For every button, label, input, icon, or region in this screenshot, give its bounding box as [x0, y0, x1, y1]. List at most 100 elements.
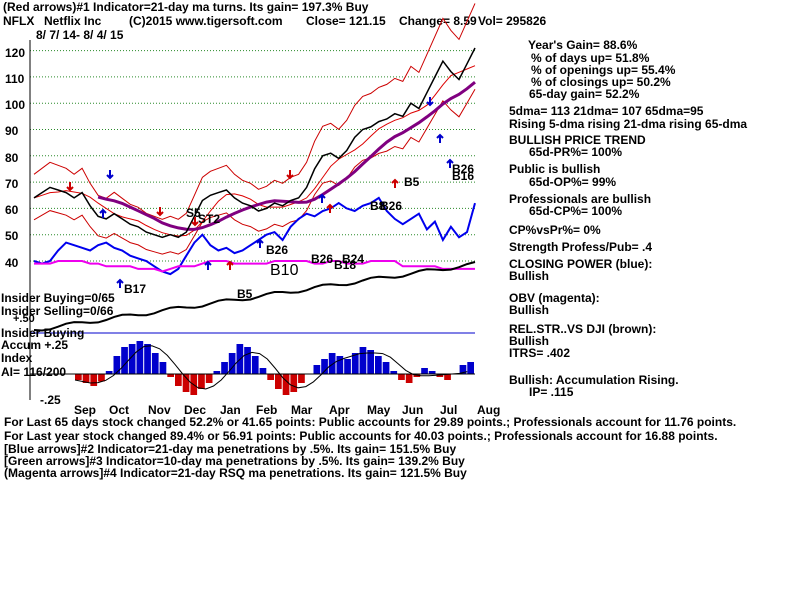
ma65-line — [97, 81, 476, 231]
accum-bar — [144, 344, 151, 374]
accum-bar — [390, 371, 398, 374]
accum-bar — [113, 356, 121, 374]
rel-strength-value: Bullish — [509, 334, 550, 348]
accum-bar — [298, 374, 305, 383]
accum-bar — [221, 362, 228, 374]
signal-label: ST2 — [198, 212, 221, 226]
accum-bar — [105, 371, 113, 374]
volume-value: Vol= 295826 — [478, 14, 547, 28]
signal-arrow-down — [156, 207, 164, 217]
y-tick-label: 110 — [5, 72, 25, 86]
accum-bar — [313, 365, 321, 374]
rel-strength-title: REL.STR..VS DJI (brown): — [509, 322, 657, 336]
accum-bar — [351, 353, 359, 374]
years-gain: Year's Gain= 88.6% — [528, 38, 638, 52]
cp-vs-pr: CP%vsPr%= 0% — [509, 223, 601, 237]
trend-title: BULLISH PRICE TREND — [509, 133, 646, 147]
accum-bar — [121, 347, 128, 374]
ticker: NFLX — [3, 14, 35, 28]
signal-label: B8 — [370, 199, 386, 213]
accum-bar — [321, 359, 328, 374]
accum-bar — [182, 374, 190, 392]
accum-bar — [336, 356, 344, 374]
month-label: Jun — [402, 403, 424, 417]
accum-bar — [282, 374, 290, 395]
accum-bar — [436, 374, 444, 377]
series-line-obv — [34, 260, 475, 273]
date-range: 8/ 7/ 14- 8/ 4/ 15 — [36, 28, 124, 42]
accum-bar — [90, 374, 98, 386]
accum-bar — [228, 353, 236, 374]
signal-label: B5 — [237, 287, 253, 301]
signal-arrow-down — [66, 182, 74, 192]
signal-label: B17 — [124, 282, 147, 296]
accum-bar — [82, 374, 90, 383]
plus-50-label: +.50 — [13, 313, 35, 325]
company-name: Netflix Inc — [44, 14, 102, 28]
rising-mas: Rising 5-dma rising 21-dma rising 65-dma — [509, 117, 748, 131]
accum-bar — [359, 347, 367, 374]
accum-bar — [213, 371, 221, 374]
accum-bar — [367, 350, 374, 374]
accum-bar — [375, 356, 382, 374]
month-label: Jul — [440, 403, 458, 417]
signal-arrow-up — [318, 193, 326, 203]
pros-title: Professionals are bullish — [509, 192, 652, 206]
change-value: Change= 8.59 — [399, 14, 477, 28]
minus-25-label: -.25 — [40, 393, 61, 407]
signal-arrow-down — [426, 97, 434, 107]
accum-bar — [275, 374, 282, 389]
month-label: Aug — [477, 403, 501, 417]
month-label: May — [367, 403, 391, 417]
signal-arrow-down — [106, 170, 114, 180]
y-tick-label: 80 — [5, 151, 19, 165]
signal-arrow-up — [436, 133, 444, 143]
insider-buying-label: Insider Buying — [1, 326, 85, 340]
signal-arrow-up — [446, 158, 454, 168]
accum-bar — [290, 374, 298, 392]
accum-bar — [344, 359, 351, 374]
signal-label: B26 — [311, 252, 334, 266]
ma21-line — [33, 65, 476, 237]
accum-bar — [159, 362, 167, 374]
signal-arrow-up — [99, 208, 107, 218]
y-tick-label: 120 — [5, 46, 26, 60]
accum-bar — [398, 374, 405, 380]
signal-label: B26 — [380, 199, 403, 213]
accum-bar — [167, 374, 174, 377]
accum-bar — [98, 374, 105, 382]
y-tick-label: 60 — [5, 203, 19, 217]
ip-value: IP= .115 — [529, 385, 574, 399]
month-label: Oct — [109, 403, 130, 417]
indicator-3-line: [Green arrows]#3 Indicator=10-day ma pen… — [4, 454, 465, 468]
month-label: Sep — [74, 403, 97, 417]
public-title: Public is bullish — [509, 162, 601, 176]
ai-label: AI= 116/200 — [1, 365, 67, 379]
month-label: Jan — [220, 403, 241, 417]
obv-value: Bullish — [509, 303, 550, 317]
signal-label: B26 — [266, 243, 289, 257]
y-tick-label: 50 — [5, 229, 19, 243]
signal-arrow-down — [191, 217, 199, 227]
accum-bar — [251, 356, 259, 374]
accum-bar — [259, 368, 267, 374]
lower-band-line — [33, 89, 476, 255]
accum-bar — [421, 368, 428, 374]
gain-65: 65-day gain= 52.2% — [529, 87, 640, 101]
accum-bar — [128, 344, 136, 374]
summary-65-days: For Last 65 days stock changed 52.2% or … — [4, 415, 737, 429]
y-tick-label: 100 — [5, 98, 26, 112]
insider-buying-count: Insider Buying=0/65 — [1, 291, 115, 305]
summary-year: For Last year stock changed 89.4% or 56.… — [4, 429, 718, 443]
accum-bar — [75, 374, 82, 380]
accum-bar — [459, 365, 467, 374]
month-label: Apr — [329, 403, 350, 417]
accum-bar — [405, 374, 413, 383]
rel-strength-line — [33, 261, 476, 332]
accum-bar — [267, 374, 274, 380]
month-label: Dec — [184, 403, 207, 417]
strength-ratio: Strength Profess/Pub= .4 — [509, 240, 653, 254]
signal-arrow-up — [116, 278, 124, 288]
days-up: % of days up= 51.8% — [531, 51, 650, 65]
